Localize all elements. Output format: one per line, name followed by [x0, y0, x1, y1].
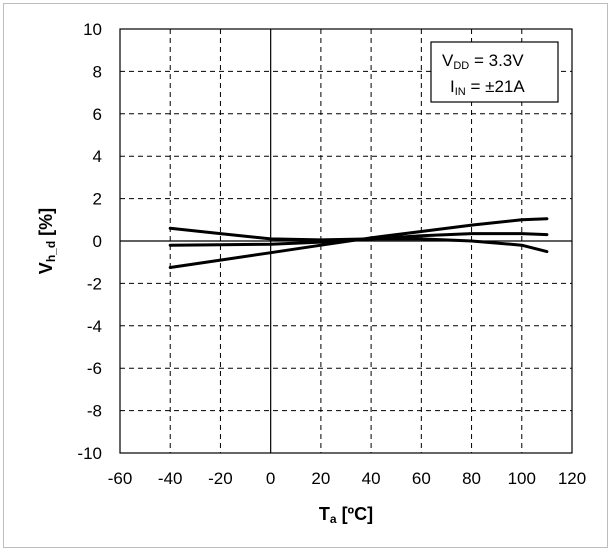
legend-iin-sub: IN	[455, 86, 466, 98]
x-axis-label-unit: [ºC]	[337, 504, 374, 524]
y-axis-label: Vh_d [%]	[36, 208, 58, 274]
x-tick-label: 0	[266, 469, 275, 488]
x-tick-label: 20	[311, 469, 330, 488]
y-tick-label: 8	[93, 62, 102, 81]
series-line-3	[168, 232, 549, 247]
y-tick-labels: -10 -8 -6 -4 -2 0 2 4 6 8 10	[77, 20, 102, 463]
plot-area-border	[119, 28, 573, 454]
y-tick-label: 6	[93, 105, 102, 124]
legend-vdd-main: V	[442, 51, 454, 70]
x-tick-label: 80	[462, 469, 481, 488]
legend-box: VDD = 3.3V IIN = ±21A	[430, 41, 559, 103]
y-axis-label-unit: [%]	[36, 208, 56, 241]
x-tick-label: -60	[108, 469, 133, 488]
legend-vdd-sub: DD	[453, 60, 469, 72]
legend-iin: IIN = ±21A	[450, 77, 525, 98]
x-tick-label: 60	[412, 469, 431, 488]
legend-iin-rest: = ±21A	[466, 77, 526, 96]
y-tick-label: -10	[77, 444, 102, 463]
y-tick-label: 2	[93, 190, 102, 209]
y-axis-label-sub: h_d	[44, 241, 58, 262]
y-axis-label-main: V	[36, 262, 56, 274]
legend-iin-main: I	[450, 77, 455, 96]
y-tick-label: 0	[93, 232, 102, 251]
legend-vdd: VDD = 3.3V	[442, 51, 524, 72]
legend-border	[430, 41, 559, 103]
x-tick-label: -20	[208, 469, 233, 488]
series-layer	[168, 217, 549, 269]
x-axis-label-sub: a	[330, 512, 337, 526]
x-tick-label: 100	[508, 469, 536, 488]
x-tick-label: -40	[158, 469, 183, 488]
x-axis-label-main: T	[319, 504, 330, 524]
x-tick-label: 40	[362, 469, 381, 488]
legend-vdd-rest: = 3.3V	[469, 51, 524, 70]
y-tick-label: 10	[83, 20, 102, 39]
x-tick-labels: -60 -40 -20 0 20 40 60 80 100 120	[108, 469, 586, 488]
y-tick-label: 4	[93, 147, 102, 166]
y-tick-label: -8	[87, 402, 102, 421]
x-tick-label: 120	[558, 469, 586, 488]
x-axis-label: Ta [ºC]	[319, 504, 373, 526]
y-tick-label: -2	[87, 274, 102, 293]
y-tick-label: -4	[87, 317, 102, 336]
y-tick-label: -6	[87, 359, 102, 378]
